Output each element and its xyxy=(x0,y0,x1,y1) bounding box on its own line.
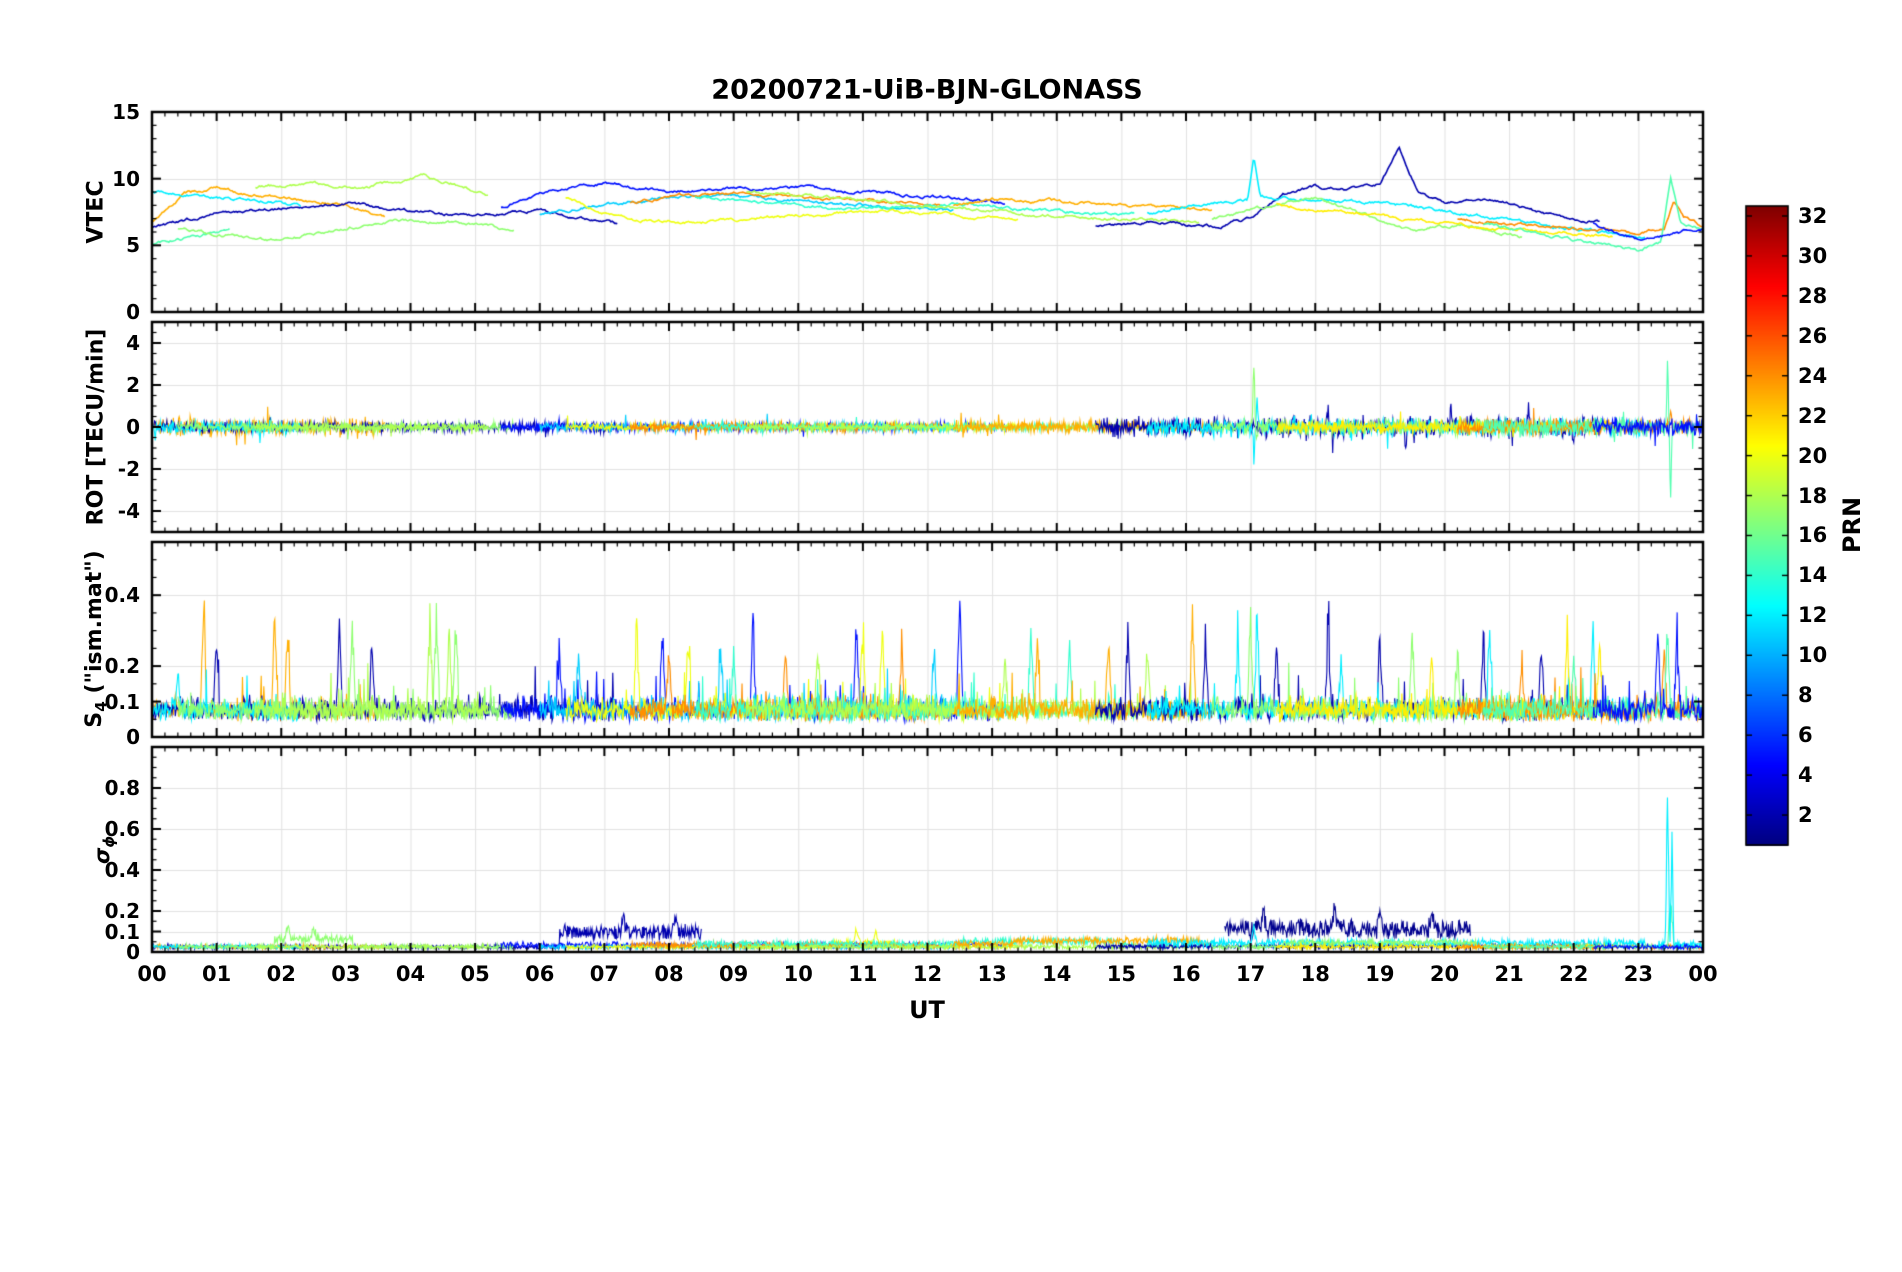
sigma-label-main: σ xyxy=(89,847,114,865)
sigma-phi-axis-label: σϕ xyxy=(90,836,118,864)
rot-axis-label: ROT [TECU/min] xyxy=(83,328,109,526)
vtec-axis-label: VTEC xyxy=(83,180,109,244)
x-axis-label: UT xyxy=(909,996,945,1024)
colorbar-label: PRN xyxy=(1838,496,1866,554)
s4-label-rest: ("ism.mat") xyxy=(81,550,107,702)
s4-label-sub: 4 xyxy=(92,701,111,712)
s4-label-main: S xyxy=(81,711,107,728)
s4-axis-label: S4 ("ism.mat") xyxy=(82,550,110,727)
sigma-label-sub: ϕ xyxy=(101,835,119,848)
chart-title: 20200721-UiB-BJN-GLONASS xyxy=(711,74,1143,106)
